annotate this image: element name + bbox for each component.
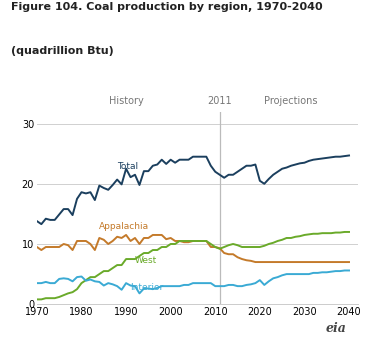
Text: 2011: 2011	[207, 96, 232, 106]
Text: Figure 104. Coal production by region, 1970-2040: Figure 104. Coal production by region, 1…	[11, 2, 323, 12]
Text: (quadrillion Btu): (quadrillion Btu)	[11, 46, 114, 56]
Text: Projections: Projections	[264, 96, 318, 106]
Text: Total: Total	[117, 162, 138, 171]
Text: eia: eia	[325, 322, 346, 335]
Text: West: West	[135, 256, 157, 265]
Text: Interior: Interior	[131, 283, 164, 292]
Text: History: History	[109, 96, 144, 106]
Text: Appalachia: Appalachia	[99, 222, 149, 231]
